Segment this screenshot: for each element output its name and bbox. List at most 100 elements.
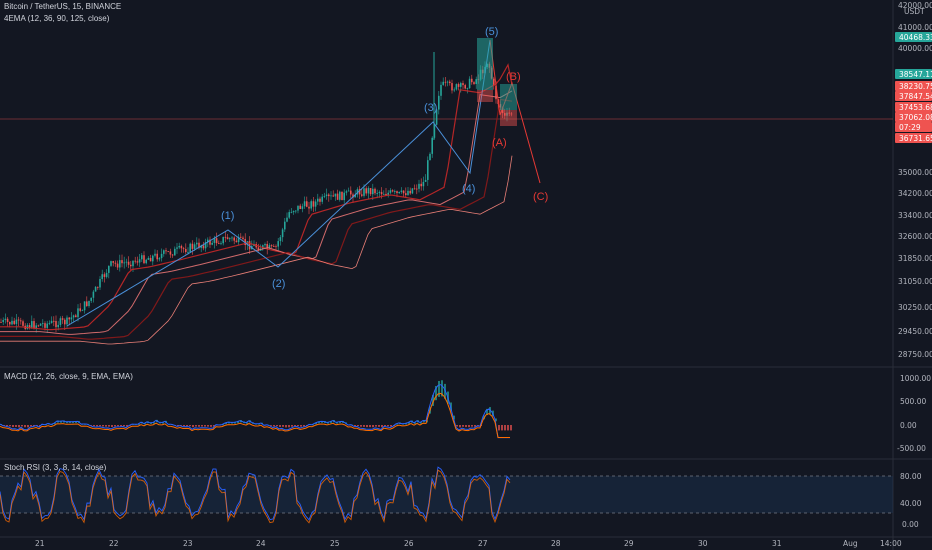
macd-histogram-bar [336,422,338,424]
time-tick: 21 [35,539,45,548]
candle-body [475,79,477,85]
stoch-k-line [0,466,511,521]
candle-body [244,239,246,246]
candle-body [451,83,453,91]
macd-histogram-bar [471,425,473,427]
macd-histogram-bar [237,421,239,424]
candle-body [57,324,59,328]
macd-line [0,384,510,439]
candle-body [402,190,405,194]
candle-body [187,252,189,253]
candle-body [189,243,191,253]
macd-histogram-bar [210,425,212,427]
candle-body [134,260,136,262]
candle-body [61,318,64,320]
macd-histogram-bar [300,425,302,427]
candle-body [72,315,75,318]
macd-histogram-bar [111,425,113,428]
stoch-axis[interactable]: 80.00 40.00 0.00 [900,472,922,529]
candle-body [39,323,42,326]
position-box-loss[interactable] [477,90,493,102]
candlesticks[interactable] [0,52,513,333]
position-box-loss-2[interactable] [500,110,517,126]
candle-body [215,238,218,244]
candle-body [156,253,158,260]
elliott-wave-blue-line[interactable] [66,39,491,327]
price-axis[interactable]: USDT 42000.00 41000.00 40000.00 35000.00… [898,1,932,359]
macd-histogram-bar [153,422,155,424]
macd-legend[interactable]: MACD (12, 26, close, 9, EMA, EMA) [4,372,133,381]
candle-body [59,318,62,325]
candle-body [508,112,510,114]
candle-body [268,245,271,249]
macd-histogram-bar [327,422,329,424]
macd-histogram-bar [36,425,38,426]
ema-legend[interactable]: 4EMA (12, 36, 90, 125, close) [4,14,110,23]
candle-body [2,320,4,323]
candle-body [213,238,216,243]
candle-body [123,262,125,264]
candle-body [92,291,95,298]
candle-body [341,191,343,201]
candle-body [444,81,447,83]
candle-body [83,301,86,311]
macd-histogram-bar [288,425,290,428]
candle-body [292,210,295,213]
macd-histogram-bar [423,419,425,423]
macd-histogram-bar [27,425,29,428]
macd-histogram-bar [384,425,386,427]
macd-histogram-bar [177,425,179,427]
macd-histogram-bar [456,425,458,427]
macd-histogram-bar [504,425,506,431]
macd-histogram-bar [105,425,107,427]
candle-body [163,250,165,254]
symbol-legend[interactable]: Bitcoin / TetherUS, 15, BINANCE [4,2,122,11]
candle-body [429,153,431,161]
candle-body [389,190,392,193]
candle-body [46,323,48,328]
stoch-legend[interactable]: Stoch RSI (3, 3, 8, 14, close) [4,463,107,472]
price-tag [895,69,932,79]
candle-body [70,317,73,320]
candle-body [114,262,117,264]
candle-body [306,201,308,207]
position-box-profit-2[interactable] [500,84,517,110]
candle-body [431,137,433,154]
macd-histogram-bar [204,425,206,427]
candle-body [411,188,414,194]
candle-body [281,229,284,238]
candle-body [380,192,383,195]
macd-histogram-bar [54,423,56,425]
candle-body [270,245,273,247]
candle-body [64,319,66,325]
macd-histogram-bar [270,425,272,426]
candle-body [237,236,240,243]
candle-body [44,323,46,328]
macd-panel[interactable] [0,380,512,439]
candle-body [180,245,183,249]
position-box-profit[interactable] [477,38,493,90]
macd-histogram-bar [273,425,275,427]
time-axis[interactable]: 21 22 23 24 25 26 27 28 29 30 31 Aug 14:… [35,539,902,548]
candle-body [407,190,409,196]
macd-histogram-bar [126,425,128,427]
price-tag [895,81,932,91]
candle-body [152,255,154,262]
time-tick: 24 [256,539,266,548]
macd-histogram-bar [378,425,380,427]
macd-histogram-bar [213,425,215,427]
macd-histogram-bar [12,425,14,428]
candle-body [438,95,440,110]
candle-body [37,325,40,327]
candle-body [387,192,389,196]
macd-axis[interactable]: 1000.00 500.00 0.00 -500.00 [897,374,931,453]
candle-body [317,198,319,202]
macd-histogram-bar [303,425,305,427]
stoch-rsi-panel[interactable] [0,466,511,524]
candle-body [416,188,418,190]
time-tick: 28 [551,539,561,548]
candle-body [235,240,238,243]
price-tick: 31050.00 [898,277,932,286]
